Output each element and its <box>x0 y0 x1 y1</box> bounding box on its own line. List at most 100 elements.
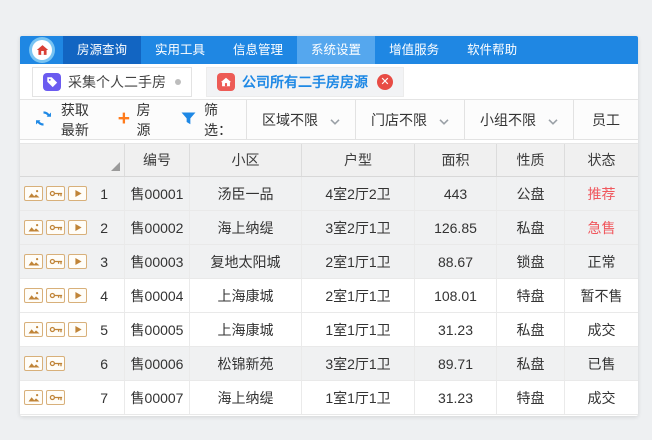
dropdown-region[interactable]: 区域不限 <box>246 100 355 139</box>
chevron-down-icon <box>439 112 449 128</box>
table-row[interactable]: 4 售00004 上海康城 2室1厅1卫 108.01 特盘 暂不售 <box>20 279 638 313</box>
play-icon[interactable] <box>68 322 87 337</box>
cell-layout[interactable]: 1室1厅1卫 <box>302 381 415 414</box>
menu-item-info-management[interactable]: 信息管理 <box>233 43 284 57</box>
house-icon <box>217 72 235 91</box>
tab-label: 公司所有二手房房源 <box>242 73 368 90</box>
photo-icon[interactable] <box>24 322 43 337</box>
photo-icon[interactable] <box>24 288 43 303</box>
key-icon[interactable] <box>46 186 65 201</box>
header-select-all[interactable] <box>20 144 125 176</box>
cell-code[interactable]: 售00004 <box>125 279 190 312</box>
cell-nature[interactable]: 私盘 <box>497 313 565 346</box>
dropdown-store[interactable]: 门店不限 <box>355 100 464 139</box>
cell-area[interactable]: 89.71 <box>415 347 497 380</box>
header-layout[interactable]: 户型 <box>302 144 415 176</box>
table-row[interactable]: 1 售00001 汤臣一品 4室2厅2卫 443 公盘 推荐 <box>20 177 638 211</box>
cell-nature[interactable]: 特盘 <box>497 279 565 312</box>
cell-community[interactable]: 松锦新苑 <box>190 347 302 380</box>
table-row[interactable]: 5 售00005 上海康城 1室1厅1卫 31.23 私盘 成交 <box>20 313 638 347</box>
dropdown-group[interactable]: 小组不限 <box>464 100 573 139</box>
cell-code[interactable]: 售00001 <box>125 177 190 210</box>
play-icon[interactable] <box>68 186 87 201</box>
play-icon[interactable] <box>68 220 87 235</box>
header-status[interactable]: 状态 <box>587 152 616 168</box>
add-listing-button[interactable]: + 房源 <box>118 100 151 139</box>
cell-area[interactable]: 31.23 <box>415 381 497 414</box>
menu-item-utilities[interactable]: 实用工具 <box>155 43 206 57</box>
header-code[interactable]: 编号 <box>125 144 190 176</box>
dropdown-employee[interactable]: 员工 <box>573 100 638 139</box>
cell-area[interactable]: 126.85 <box>415 211 497 244</box>
cell-nature[interactable]: 私盘 <box>497 347 565 380</box>
play-icon[interactable] <box>68 288 87 303</box>
table-row[interactable]: 2 售00002 海上纳缇 3室2厅1卫 126.85 私盘 急售 <box>20 211 638 245</box>
key-icon[interactable] <box>46 254 65 269</box>
cell-layout[interactable]: 2室1厅1卫 <box>302 279 415 312</box>
cell-community[interactable]: 上海康城 <box>190 313 302 346</box>
refresh-icon <box>35 110 52 130</box>
cell-status[interactable]: 急售 <box>587 219 616 236</box>
cell-status[interactable]: 正常 <box>587 253 616 270</box>
header-community[interactable]: 小区 <box>190 144 302 176</box>
table-row[interactable]: 7 售00007 海上纳缇 1室1厅1卫 31.23 特盘 成交 <box>20 381 638 415</box>
cell-layout[interactable]: 4室2厅2卫 <box>302 177 415 210</box>
tab-company-listings[interactable]: 公司所有二手房房源 ✕ <box>206 66 404 97</box>
header-nature[interactable]: 性质 <box>497 144 565 176</box>
key-icon[interactable] <box>46 322 65 337</box>
photo-icon[interactable] <box>24 220 43 235</box>
key-icon[interactable] <box>46 356 65 371</box>
cell-status[interactable]: 成交 <box>587 389 616 406</box>
refresh-label: 获取最新 <box>60 101 89 138</box>
cell-area[interactable]: 31.23 <box>415 313 497 346</box>
cell-nature[interactable]: 特盘 <box>497 381 565 414</box>
cell-code[interactable]: 售00007 <box>125 381 190 414</box>
photo-icon[interactable] <box>24 356 43 371</box>
cell-status[interactable]: 暂不售 <box>580 287 623 304</box>
refresh-button[interactable]: 获取最新 <box>35 100 92 139</box>
play-icon[interactable] <box>68 254 87 269</box>
key-icon[interactable] <box>46 390 65 405</box>
cell-status[interactable]: 成交 <box>587 321 616 338</box>
cell-community[interactable]: 汤臣一品 <box>190 177 302 210</box>
cell-status[interactable]: 已售 <box>587 355 616 372</box>
cell-layout[interactable]: 3室2厅1卫 <box>302 347 415 380</box>
cell-nature[interactable]: 公盘 <box>497 177 565 210</box>
key-icon[interactable] <box>46 288 65 303</box>
cell-layout[interactable]: 2室1厅1卫 <box>302 245 415 278</box>
cell-community[interactable]: 海上纳缇 <box>190 211 302 244</box>
cell-layout[interactable]: 3室2厅1卫 <box>302 211 415 244</box>
menu-item-system-settings[interactable]: 系统设置 <box>297 36 376 64</box>
cell-nature[interactable]: 锁盘 <box>497 245 565 278</box>
cell-area[interactable]: 88.67 <box>415 245 497 278</box>
key-icon[interactable] <box>46 220 65 235</box>
table-row[interactable]: 3 售00003 复地太阳城 2室1厅1卫 88.67 锁盘 正常 <box>20 245 638 279</box>
app-window: 房源查询 实用工具 信息管理 系统设置 增值服务 软件帮助 采集个人二手房 公司… <box>20 36 638 416</box>
cell-status[interactable]: 推荐 <box>587 185 616 202</box>
header-area[interactable]: 面积 <box>415 144 497 176</box>
cell-area[interactable]: 108.01 <box>415 279 497 312</box>
menu-item-listing-search[interactable]: 房源查询 <box>63 36 142 64</box>
cell-nature[interactable]: 私盘 <box>497 211 565 244</box>
photo-icon[interactable] <box>24 390 43 405</box>
table-row[interactable]: 6 售00006 松锦新苑 3室2厅1卫 89.71 私盘 已售 <box>20 347 638 381</box>
cell-code[interactable]: 售00006 <box>125 347 190 380</box>
cell-area[interactable]: 443 <box>415 177 497 210</box>
menu-item-value-services[interactable]: 增值服务 <box>389 43 440 57</box>
cell-code[interactable]: 售00003 <box>125 245 190 278</box>
cell-code[interactable]: 售00005 <box>125 313 190 346</box>
photo-icon[interactable] <box>24 254 43 269</box>
tab-status-dot-icon <box>175 78 181 85</box>
cell-community[interactable]: 海上纳缇 <box>190 381 302 414</box>
close-icon[interactable]: ✕ <box>377 73 393 90</box>
menu-item-software-help[interactable]: 软件帮助 <box>467 43 518 57</box>
cell-community[interactable]: 复地太阳城 <box>190 245 302 278</box>
photo-icon[interactable] <box>24 186 43 201</box>
app-logo-icon[interactable] <box>29 37 55 63</box>
tab-collect-personal-listings[interactable]: 采集个人二手房 <box>32 66 192 97</box>
listings-table: 编号 小区 户型 面积 性质 状态 1 售00001 汤臣一品 4室2厅2卫 4… <box>20 143 638 415</box>
cell-layout[interactable]: 1室1厅1卫 <box>302 313 415 346</box>
cell-code[interactable]: 售00002 <box>125 211 190 244</box>
cell-community[interactable]: 上海康城 <box>190 279 302 312</box>
